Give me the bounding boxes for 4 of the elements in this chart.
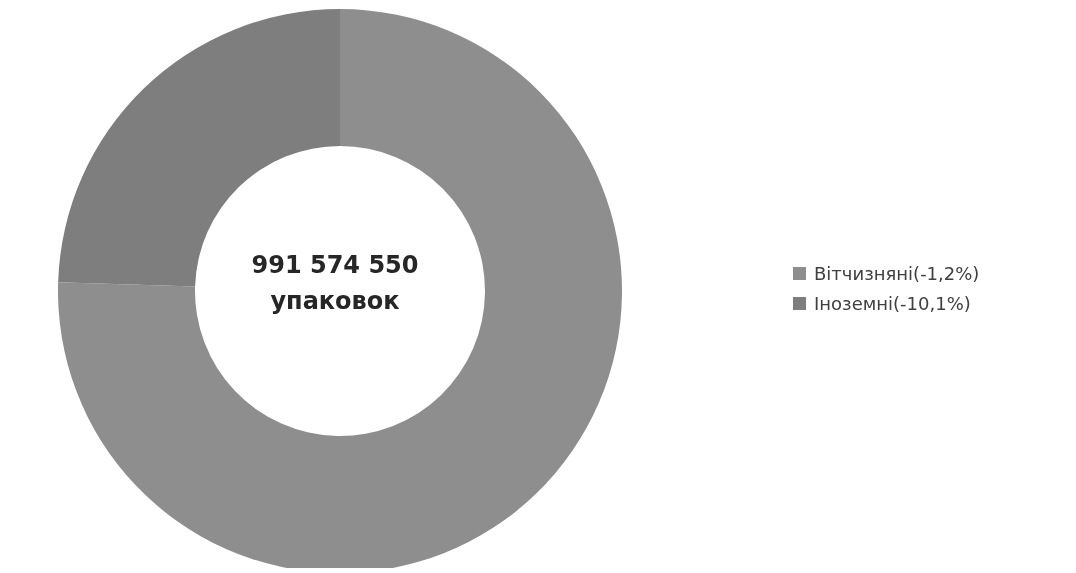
legend-label: Вітчизняні(-1,2%) [814, 262, 980, 284]
text: упаковок [270, 287, 400, 315]
legend-label: Іноземні(-10,1%) [814, 292, 971, 314]
text: 991 574 550 [251, 251, 419, 279]
